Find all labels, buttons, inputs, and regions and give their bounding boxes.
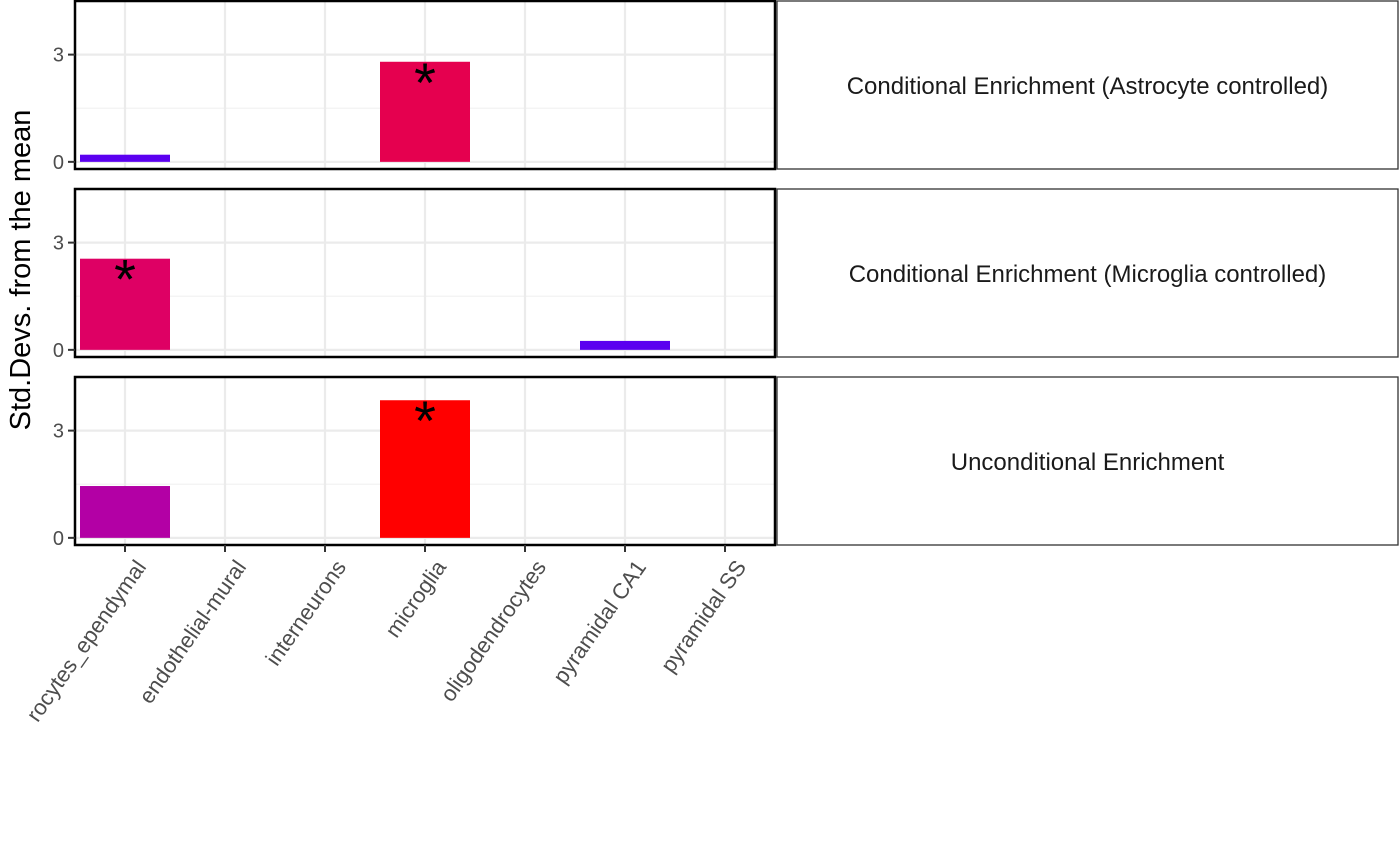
bar-microglia — [380, 61, 470, 162]
significance-marker: * — [114, 248, 136, 311]
bar-astrocytes_ependymal — [80, 258, 170, 350]
y-tick-label: 0 — [53, 340, 64, 362]
x-tick-label: rocytes_ependymal — [21, 556, 151, 727]
panel-border — [73, 187, 777, 359]
bar-astrocytes_ependymal — [80, 486, 170, 538]
panel-3: * 0 3 Unconditional Enrichment — [53, 375, 1399, 550]
y-tick-label: 3 — [53, 421, 64, 443]
panel-2: * 0 3 Conditional Enrichment (Microglia con… — [53, 187, 1399, 362]
x-tick-label: pyramidal SS — [656, 556, 752, 678]
facet-strip — [776, 188, 1399, 358]
y-tick-label: 0 — [53, 152, 64, 174]
y-axis-label: Std.Devs. from the mean — [5, 110, 37, 431]
facet-label: Conditional Enrichment (Astrocyte contro… — [847, 73, 1329, 100]
y-tick-label: 3 — [53, 45, 64, 67]
x-tick-label: microglia — [380, 555, 451, 642]
bar-pyramidal CA1 — [580, 340, 670, 350]
panel-border — [73, 0, 777, 171]
significance-marker: * — [414, 389, 436, 452]
x-tick-label: interneurons — [260, 556, 351, 671]
x-tick-label: pyramidal CA1 — [548, 556, 651, 689]
y-tick-label: 0 — [53, 528, 64, 550]
bar-microglia — [380, 400, 470, 538]
facet-label: Conditional Enrichment (Microglia contro… — [849, 261, 1327, 288]
facet-strip — [776, 0, 1399, 170]
x-tick-label: endothelial-mural — [134, 556, 251, 709]
x-tick-label: oligodendrocytes — [435, 556, 551, 707]
bar-astrocytes_ependymal — [80, 154, 170, 162]
y-tick-label: 3 — [53, 233, 64, 255]
panel-1: * 0 3 Conditional Enrichment (Astrocyte con… — [53, 0, 1399, 174]
significance-marker: * — [414, 51, 436, 114]
facet-strip — [776, 376, 1399, 546]
facet-label: Unconditional Enrichment — [951, 449, 1225, 476]
